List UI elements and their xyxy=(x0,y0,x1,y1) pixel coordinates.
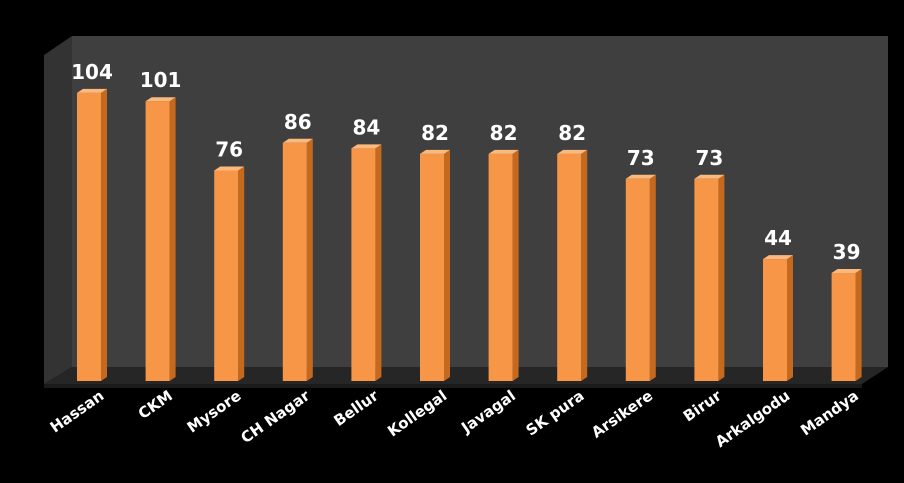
bar xyxy=(282,138,313,381)
data-label: 104 xyxy=(71,60,113,84)
bar xyxy=(831,268,862,381)
data-label: 84 xyxy=(352,115,380,139)
bar xyxy=(145,97,176,381)
plot-side-wall xyxy=(44,36,72,384)
bar-side-face xyxy=(512,149,519,381)
data-label: 86 xyxy=(284,110,312,134)
data-label: 76 xyxy=(215,137,243,161)
bar xyxy=(351,144,382,381)
bar-side-face xyxy=(306,138,313,381)
bar xyxy=(557,149,588,381)
data-label: 39 xyxy=(833,240,861,264)
bar-front-face xyxy=(763,259,787,381)
bar-front-face xyxy=(694,178,719,381)
bar-front-face xyxy=(282,142,307,381)
bar-top-face xyxy=(214,166,245,171)
bar-front-face xyxy=(625,178,650,381)
bar-front-face xyxy=(145,101,170,381)
bar-side-face xyxy=(101,88,107,382)
bar-top-face xyxy=(145,97,176,102)
data-labels: 104 101 76 86 84 82 82 82 73 73 44 39 xyxy=(71,60,860,264)
bar-top-face xyxy=(694,174,725,179)
floor-edge xyxy=(44,384,862,388)
plot-floor xyxy=(44,367,888,384)
bar-series xyxy=(77,88,862,382)
bar-side-face xyxy=(581,149,588,381)
data-label: 82 xyxy=(421,121,449,145)
bar xyxy=(77,88,107,382)
data-label: 82 xyxy=(490,121,518,145)
bar-front-face xyxy=(351,148,376,381)
bar-top-face xyxy=(557,149,588,154)
bar xyxy=(694,174,725,381)
data-label: 82 xyxy=(558,121,586,145)
bar-front-face xyxy=(214,170,239,381)
bar-side-face xyxy=(169,97,176,381)
bar-top-face xyxy=(77,88,107,93)
bar-top-face xyxy=(488,149,519,154)
bar-top-face xyxy=(420,149,450,154)
bar-side-face xyxy=(375,144,382,381)
bar-front-face xyxy=(831,272,856,381)
bar-top-face xyxy=(831,268,862,273)
bar-top-face xyxy=(625,174,656,179)
data-label: 73 xyxy=(627,146,655,170)
bar xyxy=(214,166,245,381)
bar-front-face xyxy=(77,92,101,382)
bar-front-face xyxy=(557,153,582,381)
bar-side-face xyxy=(444,149,450,381)
bar-side-face xyxy=(787,255,793,381)
bar xyxy=(625,174,656,381)
bar-side-face xyxy=(649,174,656,381)
bar-top-face xyxy=(763,255,793,260)
bar-top-face xyxy=(351,144,382,149)
bar-front-face xyxy=(488,153,513,381)
bar xyxy=(420,149,450,381)
bar-top-face xyxy=(282,138,313,143)
bar-side-face xyxy=(855,268,862,381)
data-label: 44 xyxy=(764,226,792,250)
data-label: 73 xyxy=(695,146,723,170)
bar xyxy=(488,149,519,381)
bar-front-face xyxy=(420,153,444,381)
bar-side-face xyxy=(718,174,725,381)
data-label: 101 xyxy=(140,68,182,92)
bar-side-face xyxy=(238,166,245,381)
plot-back-wall xyxy=(72,36,888,367)
bar xyxy=(763,255,793,381)
